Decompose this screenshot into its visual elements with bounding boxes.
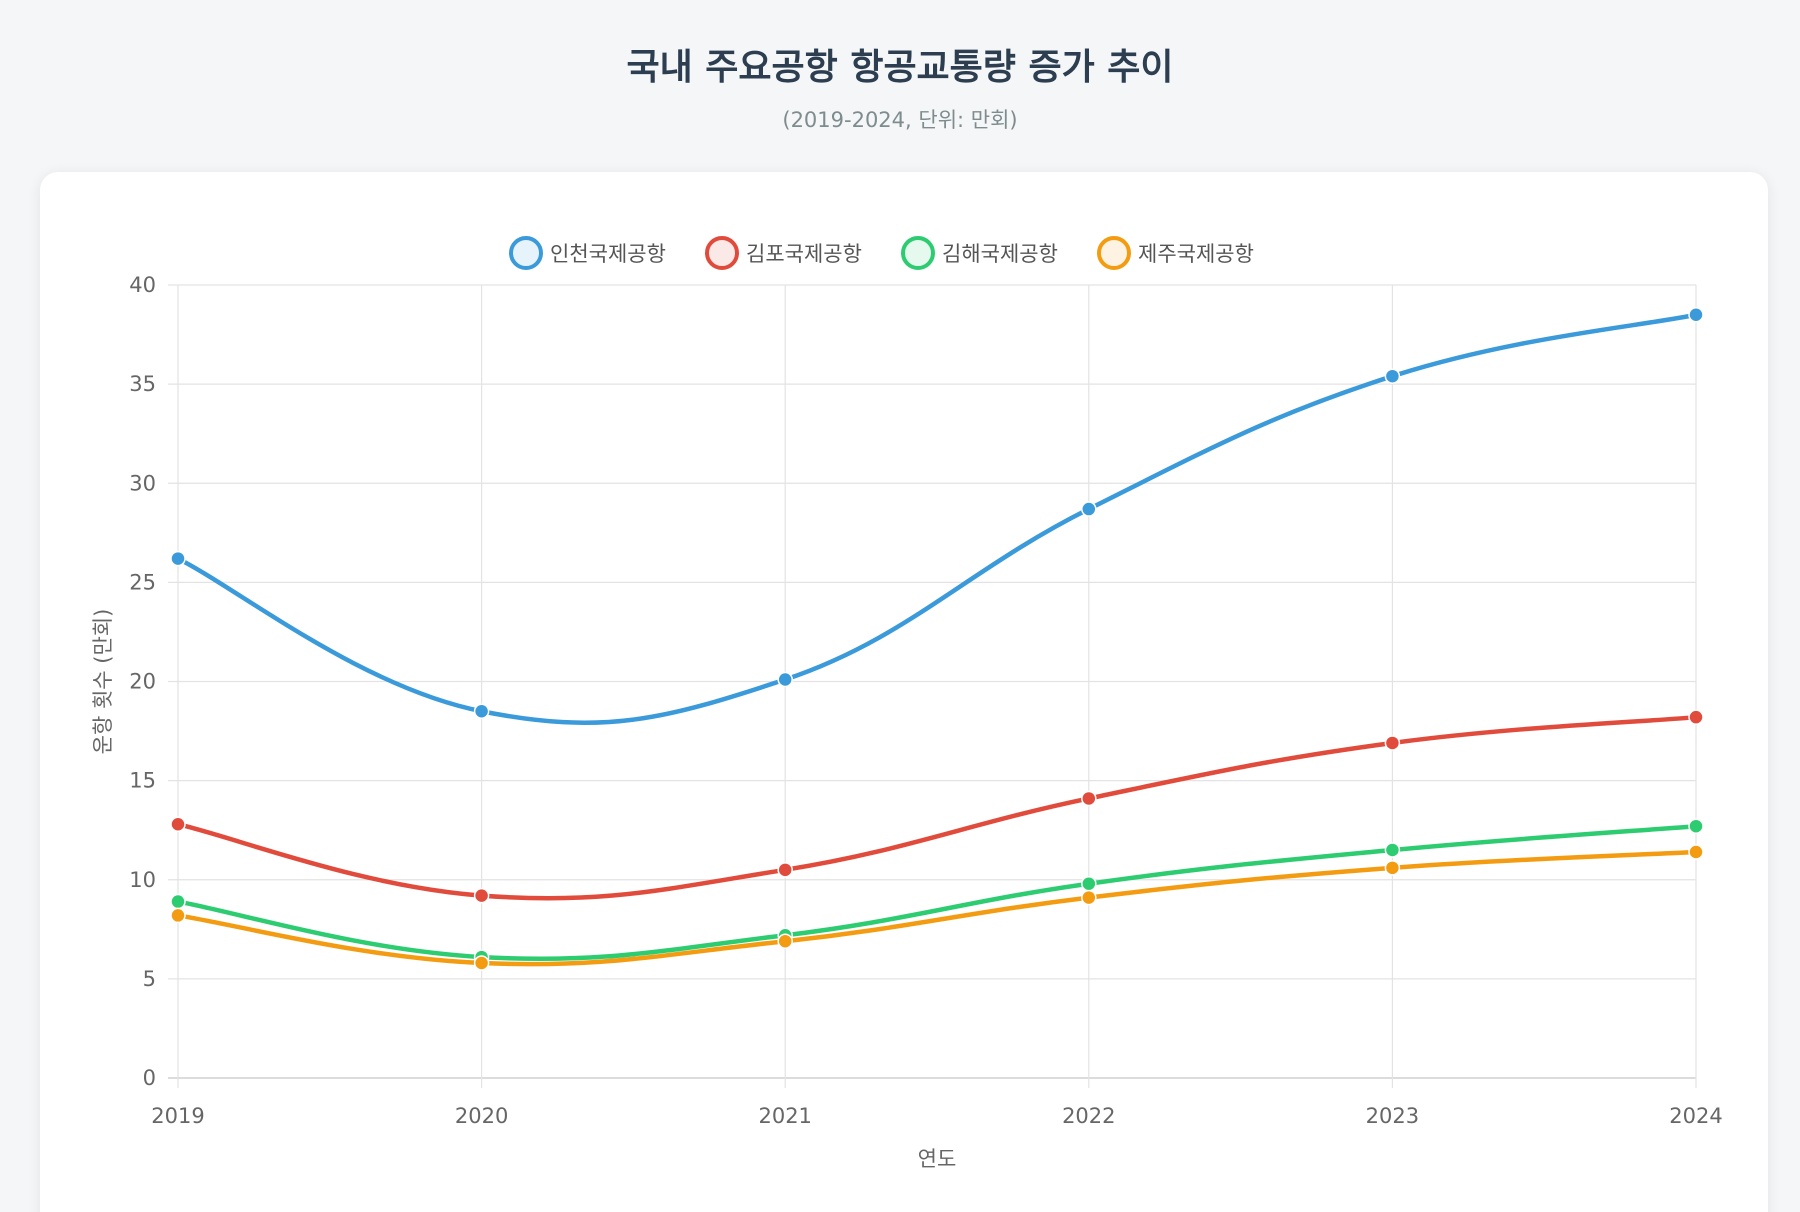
y-tick-label: 0 bbox=[143, 1066, 156, 1090]
data-point bbox=[1081, 501, 1097, 517]
legend-marker bbox=[1097, 236, 1131, 270]
legend-label: 김해국제공항 bbox=[942, 242, 1058, 266]
chart-subtitle: (2019-2024, 단위: 만회) bbox=[782, 108, 1018, 132]
legend-label: 인천국제공항 bbox=[550, 242, 666, 266]
legend-label: 제주국제공항 bbox=[1138, 242, 1254, 266]
y-tick-label: 30 bbox=[129, 471, 156, 495]
y-tick-label: 15 bbox=[129, 769, 156, 793]
data-point bbox=[1081, 875, 1097, 892]
data-point bbox=[1688, 306, 1704, 323]
x-tick-label: 2021 bbox=[758, 1104, 811, 1128]
data-point bbox=[1384, 860, 1401, 876]
series-line-3 bbox=[175, 823, 1699, 962]
data-point bbox=[1384, 735, 1401, 751]
data-point bbox=[170, 550, 186, 567]
data-point bbox=[777, 862, 793, 878]
series-line-2 bbox=[175, 714, 1699, 901]
data-point bbox=[777, 671, 793, 688]
x-tick-label: 2020 bbox=[455, 1104, 508, 1128]
series-line-1 bbox=[175, 312, 1699, 726]
x-tick-label: 2019 bbox=[151, 1104, 204, 1128]
legend-marker bbox=[901, 236, 935, 270]
data-point bbox=[1384, 368, 1401, 384]
data-point bbox=[473, 955, 490, 971]
chart-title: 국내 주요공항 항공교통량 증가 추이 bbox=[626, 47, 1174, 88]
legend-marker bbox=[705, 236, 739, 270]
y-tick-label: 20 bbox=[129, 670, 156, 694]
y-tick-label: 25 bbox=[129, 570, 156, 594]
data-point bbox=[777, 933, 793, 949]
y-tick-label: 10 bbox=[129, 868, 156, 892]
data-point bbox=[1688, 709, 1704, 725]
x-axis-title: 연도 bbox=[918, 1147, 957, 1171]
y-tick-label: 40 bbox=[129, 273, 156, 297]
y-tick-label: 5 bbox=[143, 967, 156, 991]
data-point bbox=[170, 893, 186, 910]
x-tick-label: 2022 bbox=[1062, 1104, 1115, 1128]
x-tick-label: 2023 bbox=[1366, 1104, 1419, 1128]
y-tick-label: 35 bbox=[129, 372, 156, 396]
data-point bbox=[1688, 818, 1704, 834]
data-point bbox=[170, 816, 186, 832]
data-point bbox=[1081, 889, 1097, 906]
data-point bbox=[1688, 844, 1704, 860]
series-line-4 bbox=[175, 849, 1699, 967]
data-point bbox=[170, 907, 186, 924]
x-tick-label: 2024 bbox=[1669, 1104, 1722, 1128]
legend-marker bbox=[509, 236, 543, 270]
data-point bbox=[1081, 790, 1097, 807]
legend-label: 김포국제공항 bbox=[746, 242, 862, 266]
data-point bbox=[473, 703, 490, 719]
data-point bbox=[473, 887, 490, 904]
data-point bbox=[1384, 842, 1401, 858]
chart-card bbox=[40, 172, 1768, 1212]
y-axis-title: 운항 횟수 (만회) bbox=[91, 609, 115, 755]
